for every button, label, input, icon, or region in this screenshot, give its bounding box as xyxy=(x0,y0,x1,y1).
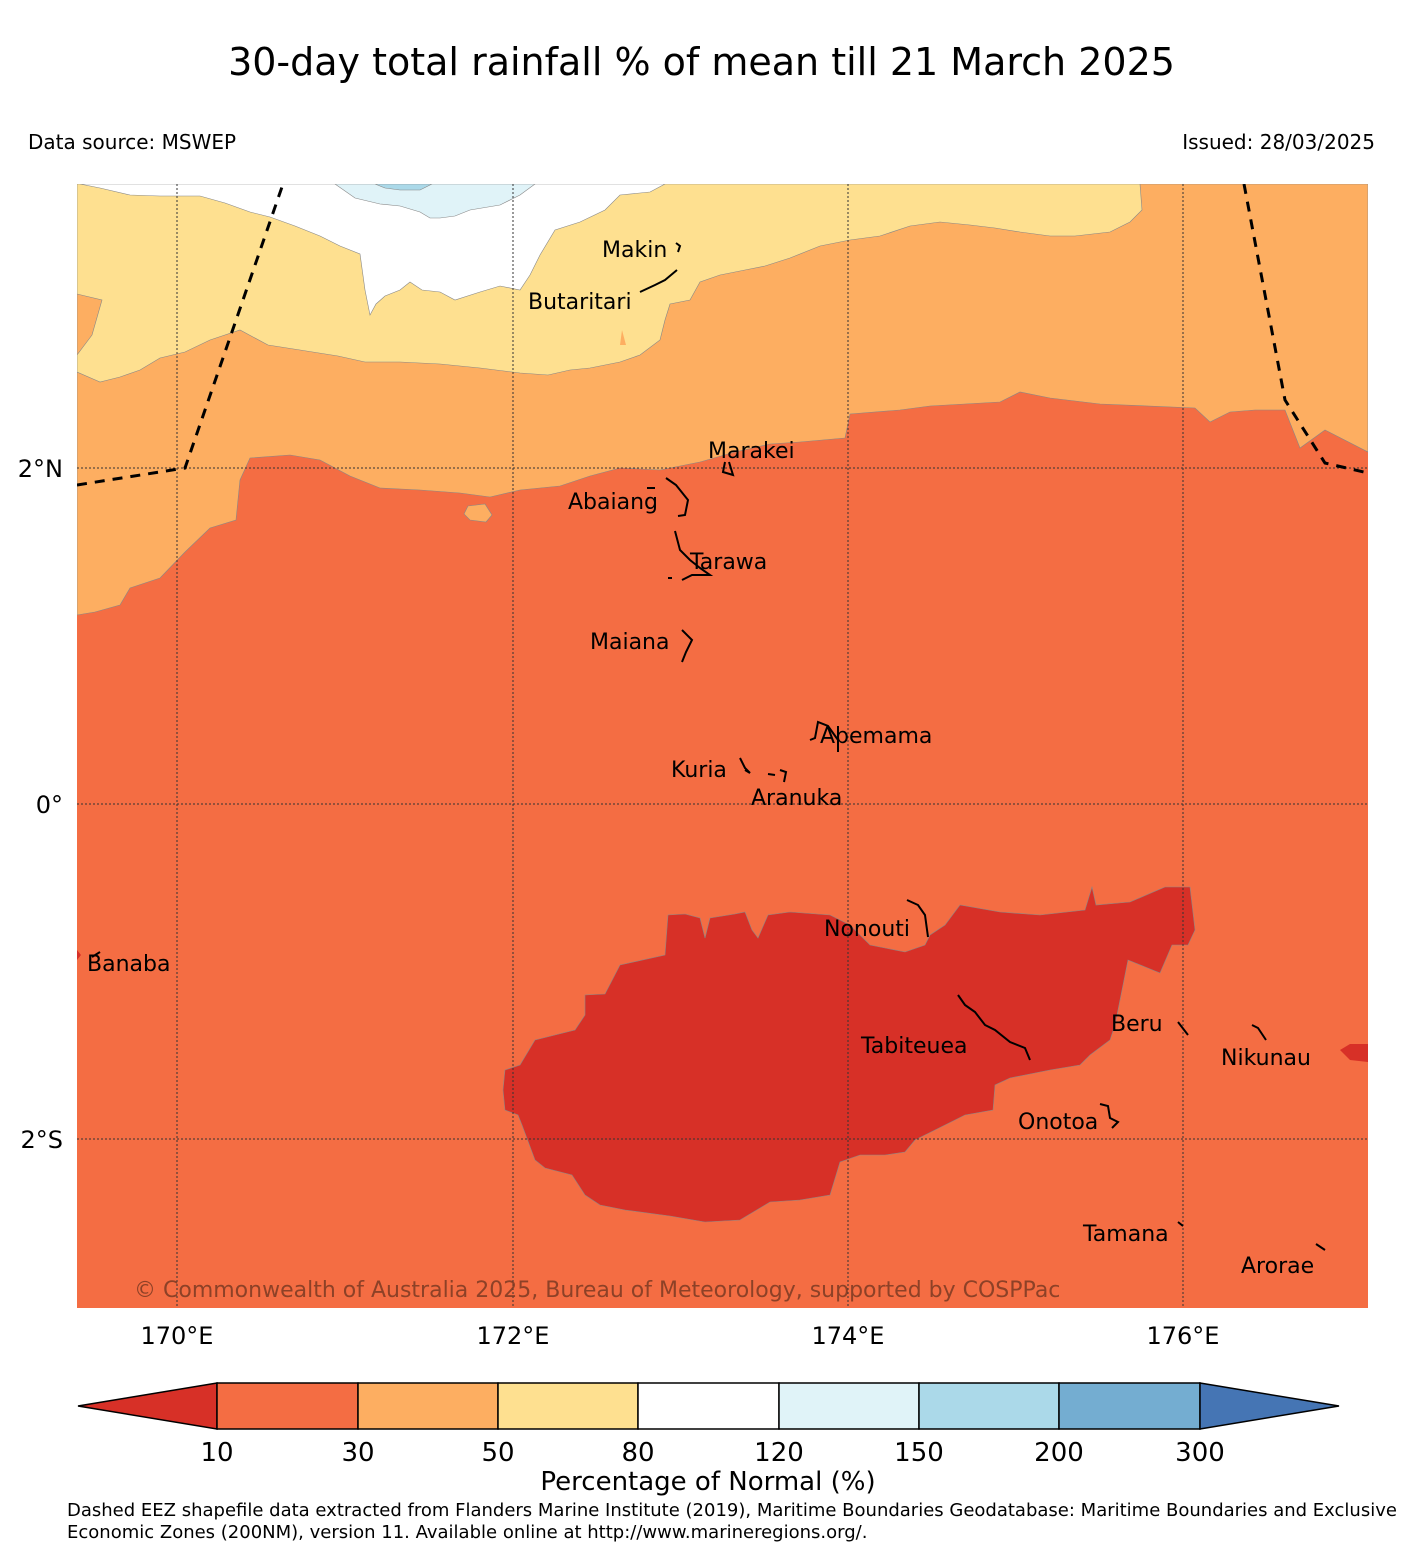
band-80-120 xyxy=(79,184,666,316)
colorbar-seg-150-200 xyxy=(918,1382,1060,1430)
latitude-labels: 2°N 0° 2°S xyxy=(18,455,63,1154)
lat-label-2s: 2°S xyxy=(20,1126,63,1154)
label-tabiteuea: Tabiteuea xyxy=(860,1034,967,1059)
band-lt10 xyxy=(502,885,1196,1223)
label-banaba: Banaba xyxy=(87,952,170,977)
colorbar-tick: 200 xyxy=(1034,1438,1084,1468)
label-abaiang: Abaiang xyxy=(568,490,658,515)
eez-boundaries xyxy=(77,184,1368,487)
colorbar-tick: 30 xyxy=(341,1438,374,1468)
island-outlines xyxy=(91,242,1326,1251)
label-nikunau: Nikunau xyxy=(1221,1046,1311,1071)
issued-date: Issued: 28/03/2025 xyxy=(1182,130,1375,154)
colorbar-tick: 120 xyxy=(754,1438,804,1468)
lon-label-172e: 172°E xyxy=(477,1322,550,1350)
band-150-200 xyxy=(374,184,433,191)
data-source: Data source: MSWEP xyxy=(28,130,237,154)
footnote: Dashed EEZ shapefile data extracted from… xyxy=(67,1500,1397,1543)
label-butaritari: Butaritari xyxy=(528,290,632,315)
rainfall-field xyxy=(77,184,1368,1308)
label-nonouti: Nonouti xyxy=(824,917,910,942)
notch-50-80 xyxy=(620,330,626,345)
patch-lt10-east xyxy=(1340,1044,1368,1062)
colorbar-seg-80-120 xyxy=(637,1382,780,1430)
label-makin: Makin xyxy=(602,238,667,263)
colorbar-seg-50-80 xyxy=(497,1382,639,1430)
label-tarawa: Tarawa xyxy=(689,550,767,575)
colorbar-seg-200-300 xyxy=(1058,1382,1201,1430)
map-title: 30-day total rainfall % of mean till 21 … xyxy=(228,40,1175,84)
colorbar-tick: 80 xyxy=(621,1438,654,1468)
colorbar xyxy=(77,1382,1340,1430)
graticule xyxy=(77,184,1368,1308)
colorbar-label: Percentage of Normal (%) xyxy=(540,1467,875,1497)
longitude-labels: 170°E 172°E 174°E 176°E xyxy=(141,1322,1220,1350)
label-kuria: Kuria xyxy=(671,758,727,783)
patch-30-50 xyxy=(463,503,493,523)
place-labels: Makin Butaritari Marakei Abaiang Tarawa … xyxy=(87,238,1314,1279)
label-arorae: Arorae xyxy=(1241,1254,1314,1279)
colorbar-tick: 50 xyxy=(481,1438,514,1468)
label-beru: Beru xyxy=(1111,1012,1163,1037)
label-tamana: Tamana xyxy=(1082,1222,1169,1247)
colorbar-tick: 300 xyxy=(1175,1438,1225,1468)
label-aranuka: Aranuka xyxy=(751,786,842,811)
colorbar-tick: 150 xyxy=(894,1438,944,1468)
colorbar-seg-120-150 xyxy=(778,1382,920,1430)
band-120-150 xyxy=(334,184,536,219)
copyright-notice: © Commonwealth of Australia 2025, Bureau… xyxy=(134,1278,1060,1303)
lon-label-176e: 176°E xyxy=(1147,1322,1220,1350)
label-marakei: Marakei xyxy=(708,439,795,464)
label-abemama: Abemama xyxy=(820,724,932,749)
label-maiana: Maiana xyxy=(590,630,669,655)
colorbar-seg-30-50 xyxy=(357,1382,499,1430)
colorbar-ticks: 10 30 50 80 120 150 200 300 xyxy=(200,1438,1224,1468)
lon-label-174e: 174°E xyxy=(812,1322,885,1350)
patch-lt10-west xyxy=(77,950,81,960)
colorbar-extend-low xyxy=(77,1382,218,1430)
lat-label-2n: 2°N xyxy=(18,455,63,483)
rainfall-map: Makin Butaritari Marakei Abaiang Tarawa … xyxy=(18,184,1368,1497)
lat-label-0: 0° xyxy=(36,791,63,819)
colorbar-seg-10-30 xyxy=(216,1382,359,1430)
label-onotoa: Onotoa xyxy=(1018,1110,1098,1135)
lon-label-170e: 170°E xyxy=(141,1322,214,1350)
colorbar-extend-high xyxy=(1199,1382,1340,1430)
colorbar-tick: 10 xyxy=(200,1438,233,1468)
